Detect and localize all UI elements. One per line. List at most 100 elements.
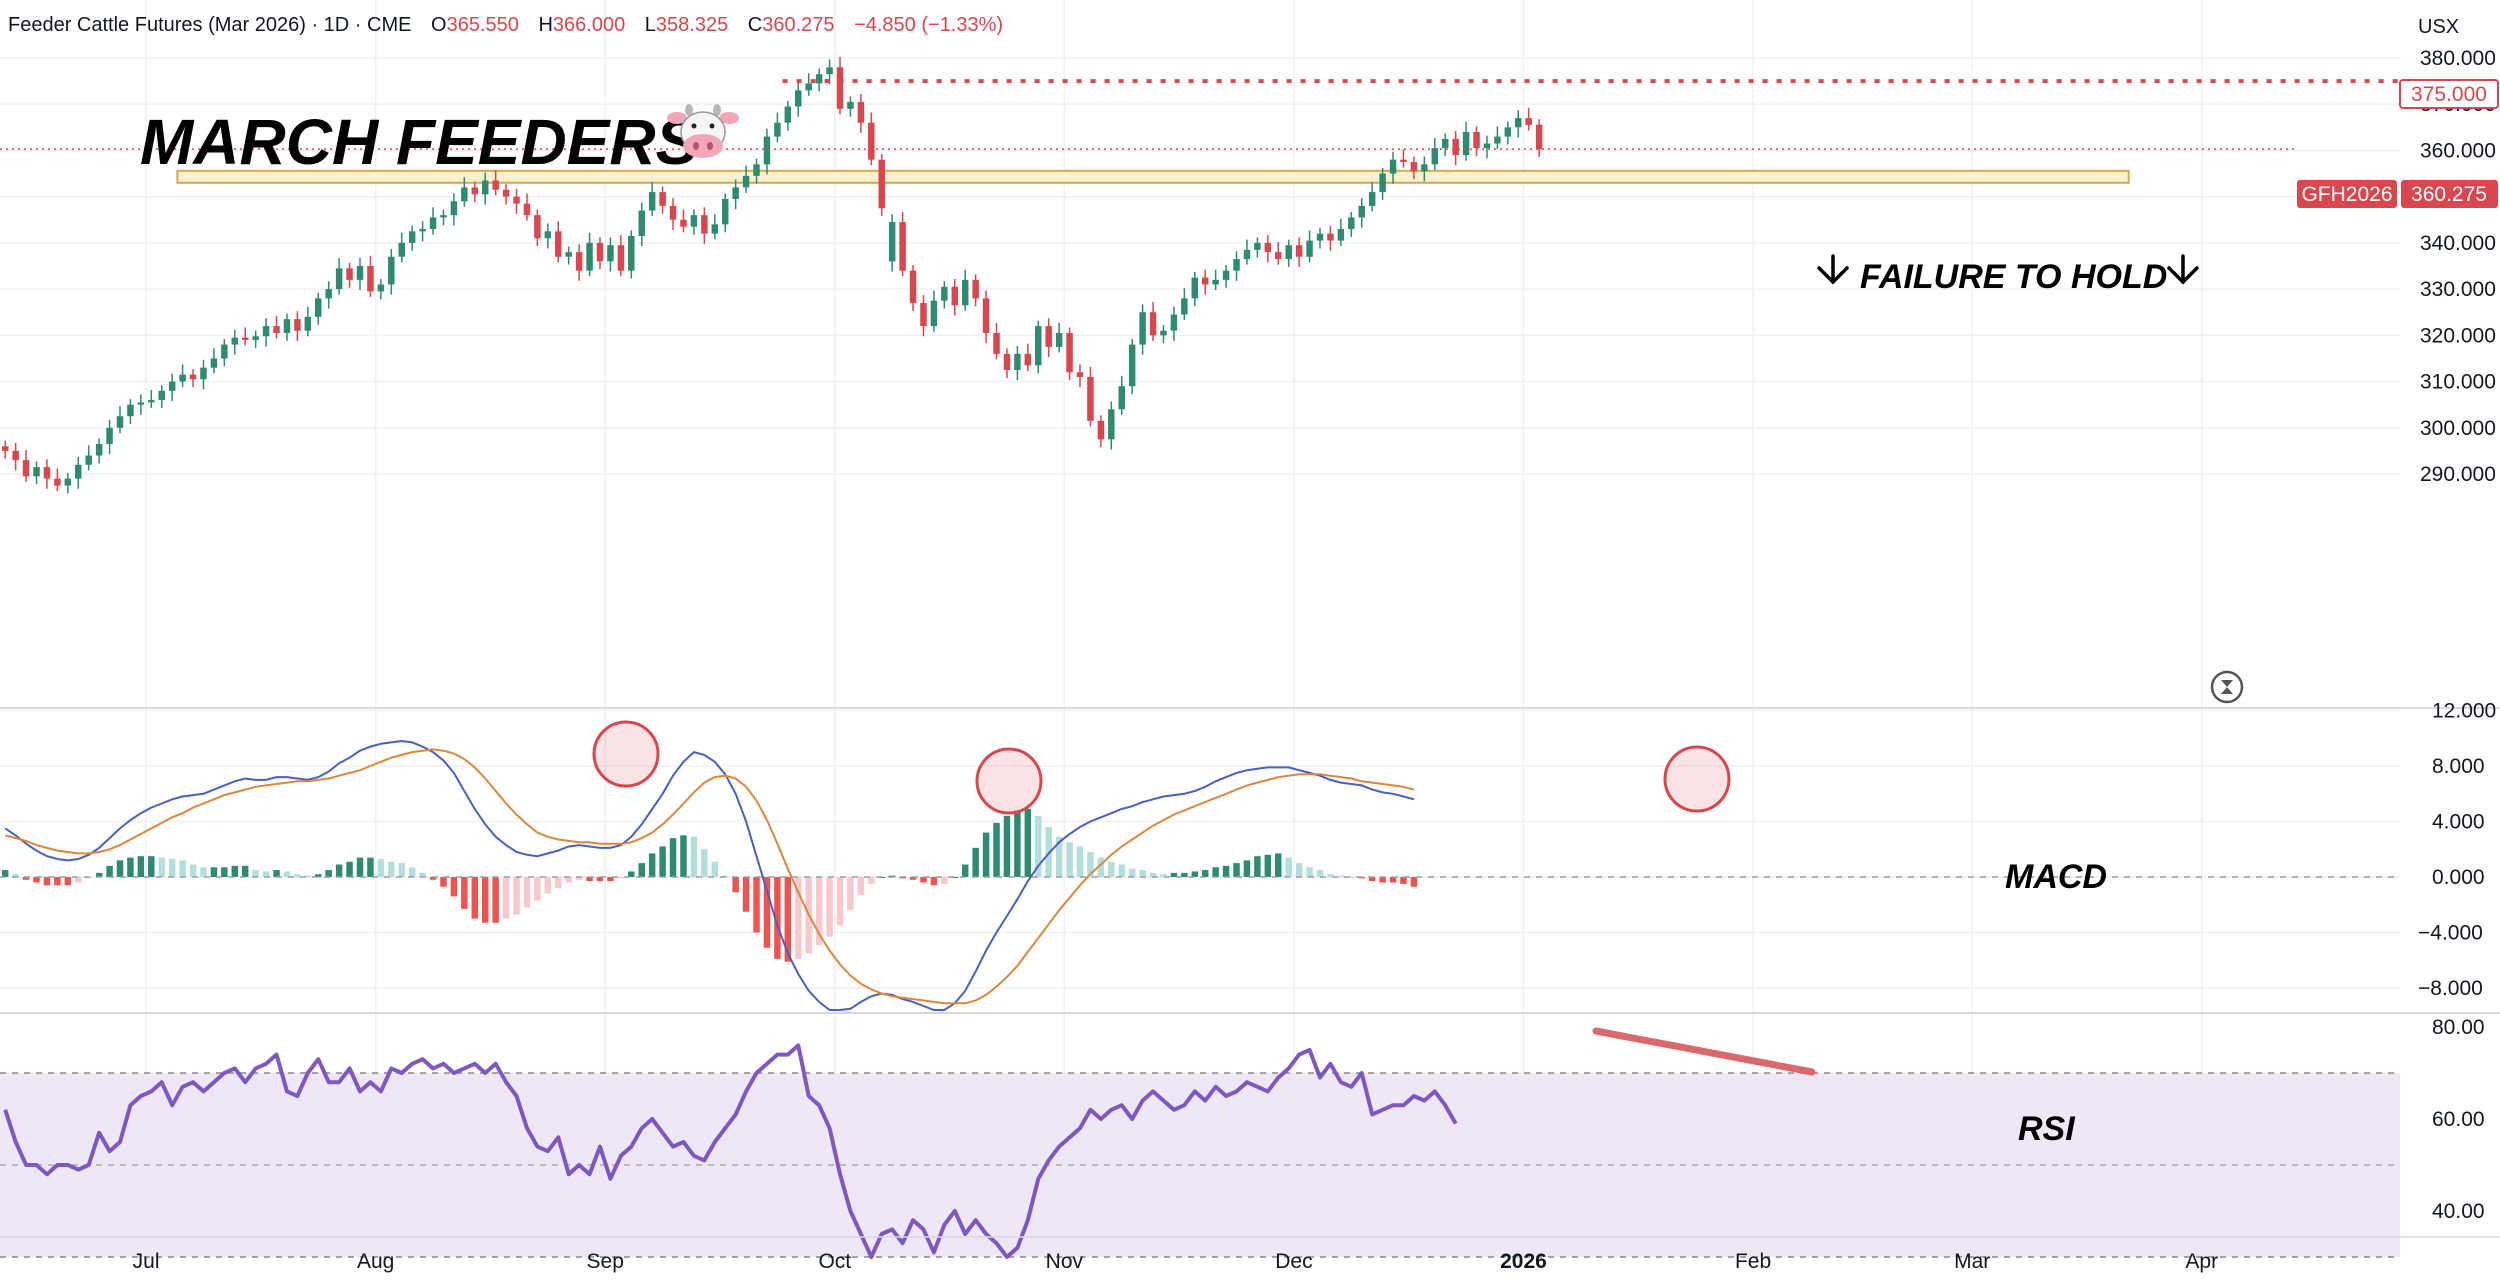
- macd-histogram-bar: [1222, 865, 1230, 877]
- macd-tick-label: −4.000: [2418, 922, 2483, 945]
- last-price-label: 360.275: [2411, 183, 2487, 206]
- macd-histogram-bar: [920, 877, 927, 883]
- candle-body: [534, 215, 541, 239]
- candle-body: [648, 192, 656, 211]
- macd-histogram-bar: [158, 857, 165, 877]
- macd-histogram-bar: [1337, 875, 1345, 877]
- macd-histogram-bar: [116, 860, 124, 877]
- candle-body: [523, 203, 531, 216]
- candle-body: [346, 268, 353, 280]
- macd-histogram-bar: [148, 856, 155, 877]
- macd-histogram-bar: [168, 858, 176, 877]
- macd-histogram-bar: [429, 877, 437, 880]
- candle-body: [158, 390, 165, 401]
- macd-histogram-bar: [742, 877, 750, 912]
- macd-histogram-bar: [982, 832, 990, 877]
- macd-histogram-bar: [1410, 877, 1418, 887]
- candle-body: [1, 446, 9, 451]
- candle-body: [377, 284, 385, 292]
- macd-histogram-bar: [12, 874, 19, 877]
- macd-histogram-bar: [346, 861, 353, 877]
- crossover-circle: [592, 720, 660, 788]
- time-tick-label: Dec: [1275, 1250, 1312, 1273]
- rsi-axis[interactable]: 80.00 60.00 40.00: [2432, 1016, 2485, 1223]
- macd-histogram-bar: [586, 877, 593, 882]
- candle-body: [1389, 159, 1397, 174]
- candle-body: [951, 286, 959, 306]
- candle-body: [628, 235, 635, 271]
- candle-body: [1212, 279, 1219, 285]
- candle-body: [335, 268, 343, 290]
- candle-body: [1515, 118, 1522, 128]
- candle-body: [1118, 386, 1125, 410]
- macd-histogram-bar: [294, 874, 301, 877]
- candle-body: [1337, 229, 1345, 241]
- candle-body: [1306, 240, 1313, 257]
- crossover-circle: [1663, 745, 1731, 813]
- macd-histogram-bar: [241, 865, 249, 877]
- macd-axis[interactable]: 12.000 8.000 4.000 0.000 −4.000 −8.000: [2418, 700, 2496, 1001]
- support-zone: [176, 169, 2130, 184]
- macd-histogram-bar: [596, 877, 604, 882]
- candle-body: [1462, 131, 1470, 156]
- macd-histogram-bar: [1181, 872, 1188, 877]
- candle-body: [1295, 245, 1303, 257]
- candle-body: [659, 192, 666, 206]
- candle-body: [471, 187, 479, 195]
- last-price-badges: GFH2026 360.275: [2297, 180, 2498, 208]
- macd-histogram-bar: [763, 877, 771, 948]
- macd-histogram-bar: [43, 877, 51, 886]
- candle-body: [1243, 249, 1251, 260]
- close-value: 360.275: [762, 14, 834, 36]
- candle-body: [1483, 143, 1491, 149]
- candle-body: [868, 122, 875, 160]
- macd-histogram-bar: [555, 877, 562, 889]
- macd-histogram-bar: [1243, 860, 1251, 877]
- cow-face-icon: [667, 104, 739, 158]
- candle-body: [1400, 159, 1407, 162]
- macd-histogram-bar: [909, 877, 917, 880]
- candle-body: [64, 478, 72, 486]
- candle-body: [1170, 314, 1178, 331]
- candle-body: [137, 402, 145, 405]
- candle-body: [721, 198, 729, 225]
- signal-line: [4, 748, 1415, 1005]
- macd-histogram-bar: [680, 835, 687, 877]
- macd-histogram-bar: [1024, 809, 1032, 877]
- candle-body: [408, 231, 416, 243]
- price-tick-label: 330.000: [2420, 278, 2496, 301]
- candle-body: [1358, 205, 1365, 218]
- macd-histogram-bar: [304, 875, 312, 877]
- time-axis[interactable]: Jul Aug Sep Oct Nov Dec 2026 Feb Mar Apr: [133, 1250, 2218, 1273]
- candle-body: [795, 90, 802, 107]
- macd-histogram-bar: [273, 870, 280, 877]
- macd-histogram-bar: [1348, 877, 1355, 878]
- candle-body: [1431, 148, 1439, 165]
- price-axis[interactable]: 380.000370.000360.000350.000340.000330.0…: [2420, 47, 2496, 486]
- candle-body: [774, 122, 781, 137]
- macd-histogram-bar: [481, 877, 489, 923]
- currency-label[interactable]: USX: [2418, 16, 2459, 38]
- candle-body: [12, 450, 19, 461]
- failure-annotation: FAILURE TO HOLD: [1817, 254, 2199, 296]
- macd-label: MACD: [2005, 858, 2107, 896]
- candle-body: [909, 270, 917, 303]
- candle-body: [1504, 127, 1512, 137]
- time-tick-label: Sep: [587, 1250, 624, 1273]
- replay-clock-icon[interactable]: [2210, 670, 2244, 704]
- candle-body: [1035, 326, 1042, 366]
- price-tick-label: 300.000: [2420, 417, 2496, 440]
- candle-body: [763, 136, 771, 165]
- macd-histogram-bar: [544, 877, 552, 894]
- macd-histogram-bar: [75, 877, 82, 883]
- candle-body: [732, 187, 739, 199]
- annotation-title: MARCH FEEDERS: [140, 106, 699, 178]
- candle-body: [1222, 270, 1230, 280]
- rsi-divergence-line: [1592, 1027, 1816, 1076]
- candle-body: [1128, 344, 1136, 387]
- macd-tick-label: 0.000: [2432, 866, 2485, 889]
- macd-histogram-bar: [231, 865, 239, 877]
- candle-body: [1494, 136, 1501, 144]
- candle-body: [148, 400, 155, 403]
- candle-body: [210, 358, 218, 368]
